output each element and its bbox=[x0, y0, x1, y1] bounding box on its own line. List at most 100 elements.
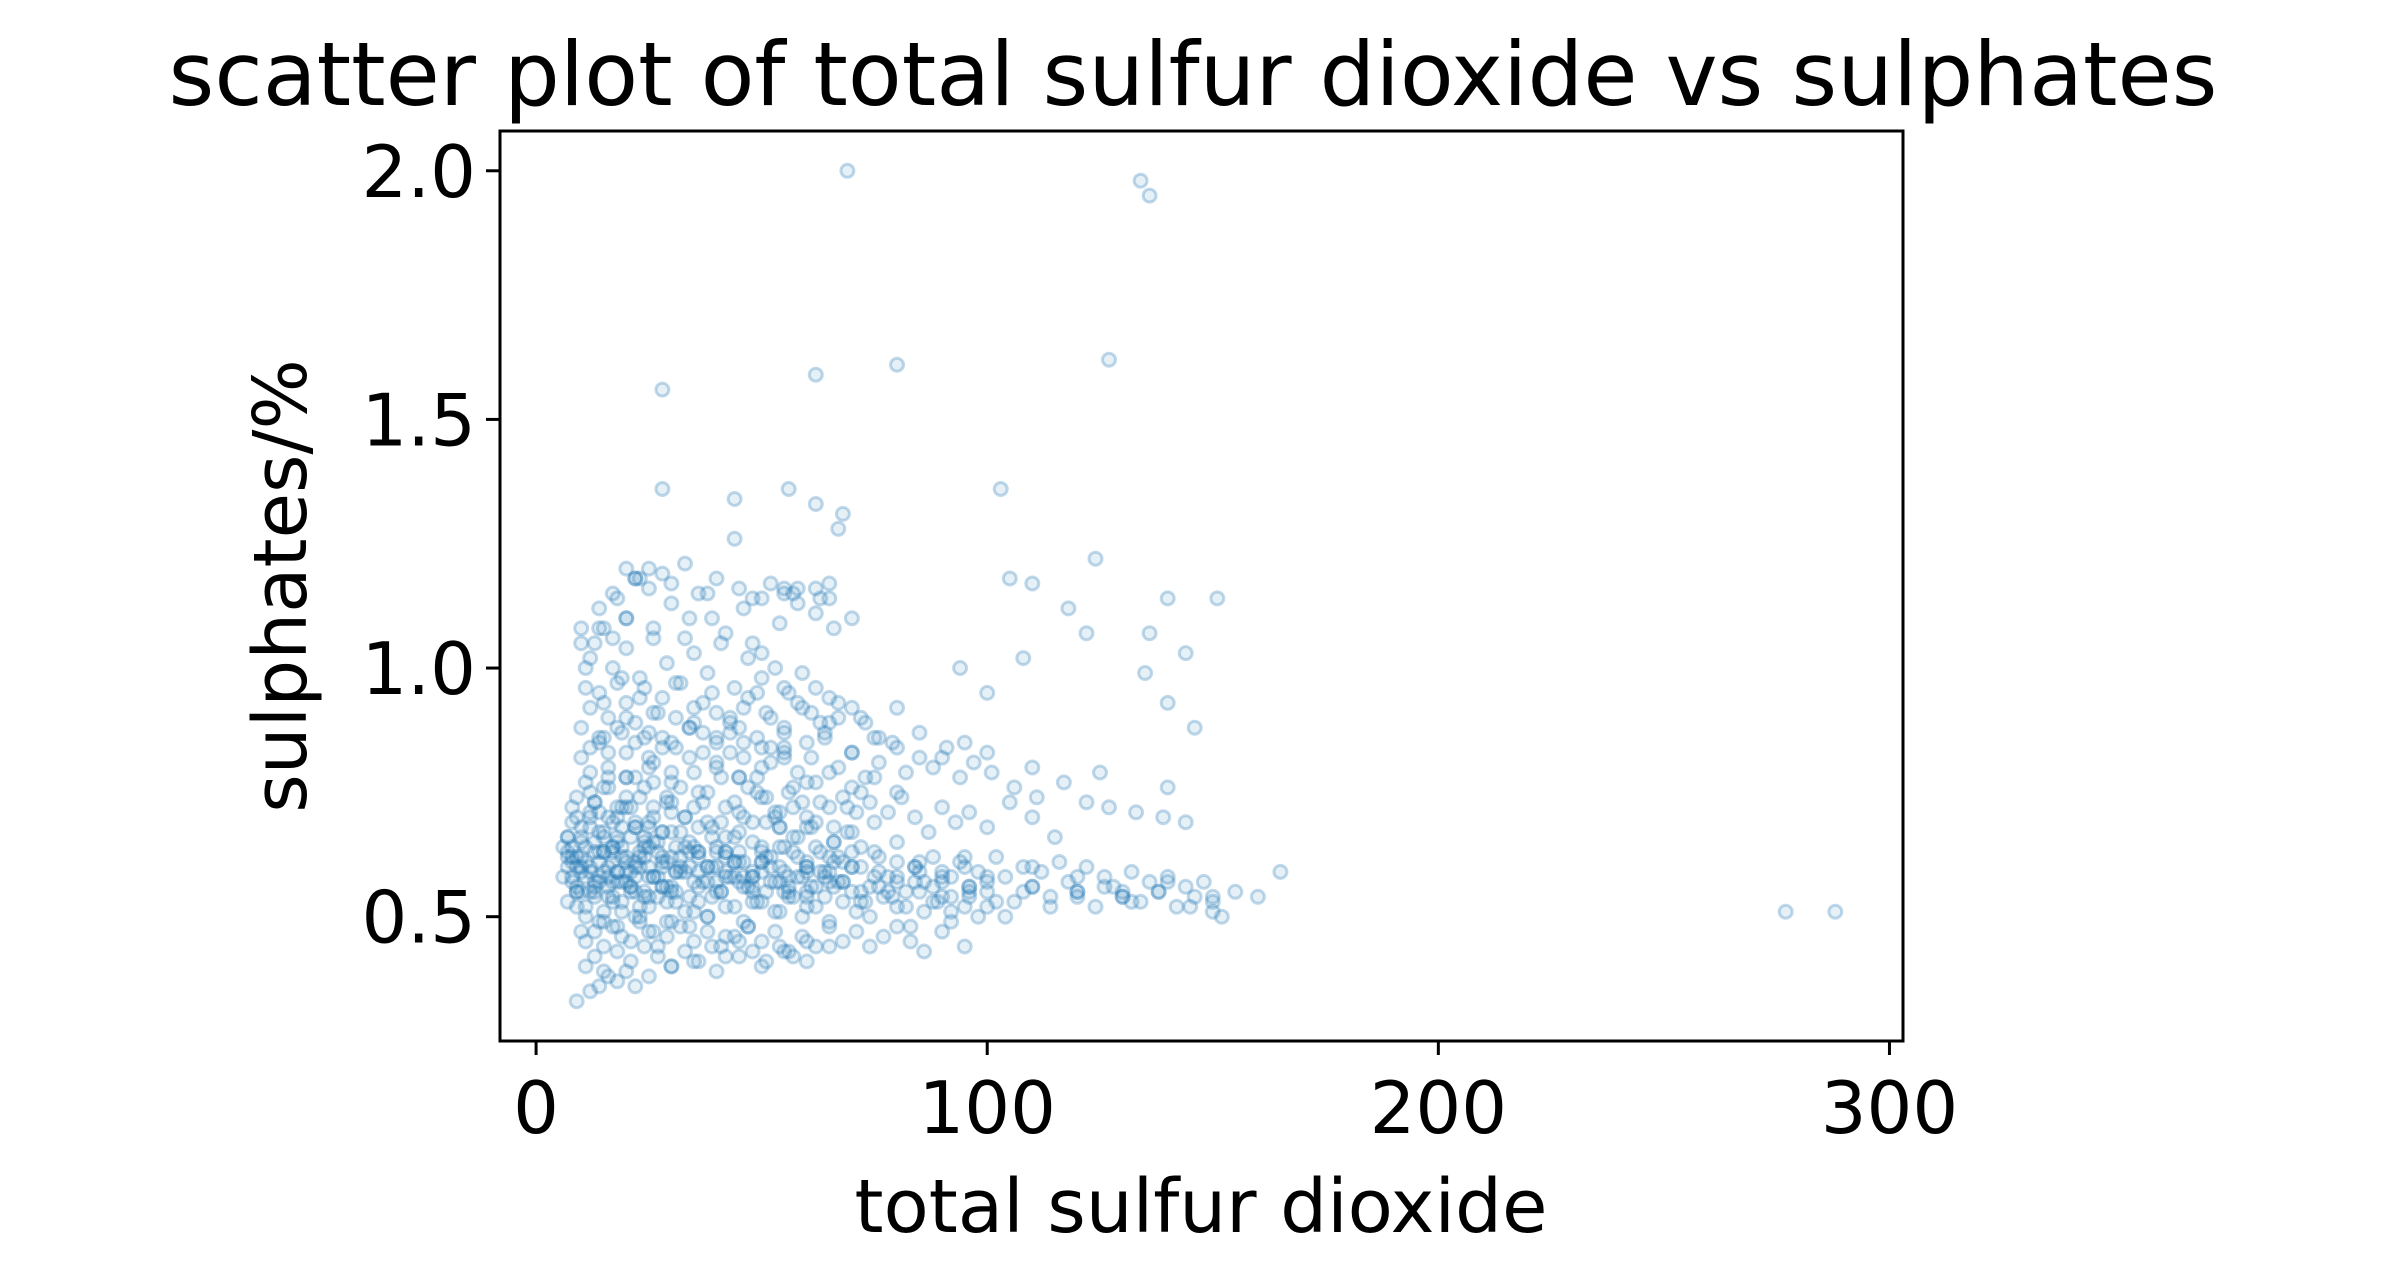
scatter-point bbox=[717, 829, 734, 846]
scatter-point bbox=[861, 938, 878, 955]
scatter-point bbox=[582, 809, 599, 826]
scatter-point bbox=[1087, 898, 1104, 915]
scatter-point bbox=[640, 923, 657, 940]
scatter-point bbox=[780, 868, 797, 885]
scatter-point bbox=[907, 859, 923, 875]
scatter-point bbox=[1028, 789, 1045, 806]
scatter-point bbox=[577, 933, 594, 950]
scatter-point bbox=[767, 804, 784, 821]
scatter-point bbox=[956, 859, 973, 875]
scatter-point bbox=[821, 938, 838, 955]
scatter-point bbox=[699, 908, 716, 925]
scatter-point bbox=[753, 854, 770, 870]
scatter-point bbox=[613, 903, 630, 920]
scatter-point bbox=[1092, 764, 1108, 781]
scatter-point bbox=[789, 580, 806, 597]
scatter-point bbox=[902, 933, 919, 950]
scatter-point bbox=[830, 849, 847, 865]
scatter-point bbox=[812, 863, 829, 880]
scatter-point bbox=[577, 898, 594, 915]
scatter-point bbox=[798, 953, 815, 970]
scatter-point bbox=[704, 829, 720, 846]
scatter-point bbox=[595, 913, 612, 930]
scatter-point bbox=[1087, 550, 1104, 567]
scatter-point bbox=[627, 769, 644, 786]
scatter-point bbox=[740, 918, 757, 935]
scatter-point bbox=[889, 873, 905, 890]
scatter-point bbox=[1186, 888, 1203, 905]
scatter-point bbox=[852, 893, 869, 910]
scatter-point bbox=[690, 819, 707, 836]
scatter-point bbox=[889, 699, 905, 716]
scatter-point bbox=[704, 938, 720, 955]
scatter-point bbox=[1024, 809, 1041, 826]
scatter-point bbox=[907, 859, 923, 875]
scatter-point bbox=[591, 729, 608, 746]
scatter-point bbox=[672, 824, 689, 841]
scatter-point bbox=[636, 883, 653, 900]
scatter-point bbox=[649, 704, 666, 721]
scatter-point bbox=[956, 734, 973, 751]
scatter-point bbox=[807, 938, 824, 955]
scatter-point bbox=[825, 819, 842, 836]
scatter-point bbox=[568, 883, 585, 900]
scatter-point bbox=[613, 928, 630, 945]
scatter-point bbox=[1006, 779, 1023, 796]
scatter-point bbox=[636, 779, 653, 796]
scatter-point bbox=[731, 844, 748, 860]
scatter-point bbox=[749, 784, 766, 801]
scatter-point bbox=[663, 595, 680, 612]
scatter-point bbox=[1015, 859, 1032, 875]
scatter-point bbox=[618, 789, 635, 806]
scatter-point bbox=[713, 769, 730, 786]
scatter-point bbox=[979, 873, 996, 890]
scatter-point bbox=[1141, 187, 1158, 204]
scatter-point bbox=[627, 819, 644, 836]
scatter-point bbox=[559, 829, 576, 846]
scatter-point bbox=[830, 694, 847, 711]
scatter-point bbox=[740, 650, 757, 667]
scatter-point bbox=[591, 913, 608, 930]
scatter-point bbox=[852, 709, 869, 726]
scatter-point bbox=[735, 868, 752, 885]
scatter-point bbox=[609, 799, 626, 816]
scatter-point bbox=[1069, 868, 1086, 885]
scatter-point bbox=[631, 570, 648, 587]
scatter-point bbox=[699, 859, 716, 875]
scatter-point bbox=[1227, 883, 1244, 900]
scatter-point bbox=[744, 834, 761, 851]
scatter-point bbox=[1159, 873, 1176, 890]
scatter-point bbox=[686, 953, 702, 970]
scatter-point bbox=[622, 799, 639, 816]
scatter-point bbox=[753, 590, 770, 607]
scatter-point bbox=[640, 814, 657, 831]
scatter-point bbox=[686, 873, 702, 890]
scatter-point bbox=[600, 868, 617, 885]
scatter-point bbox=[857, 893, 874, 910]
scatter-point bbox=[861, 908, 878, 925]
scatter-point bbox=[735, 749, 752, 766]
scatter-point bbox=[749, 684, 766, 701]
scatter-point bbox=[983, 764, 1000, 781]
scatter-point bbox=[821, 714, 838, 731]
scatter-point bbox=[771, 819, 788, 836]
scatter-point bbox=[699, 585, 716, 602]
scatter-point bbox=[708, 759, 725, 776]
scatter-point bbox=[595, 694, 612, 711]
scatter-point bbox=[731, 854, 748, 870]
scatter-point bbox=[911, 883, 928, 900]
scatter-point bbox=[1128, 804, 1145, 821]
scatter-point bbox=[699, 814, 716, 831]
scatter-point bbox=[934, 749, 951, 766]
scatter-point bbox=[722, 724, 739, 741]
scatter-point bbox=[654, 854, 671, 870]
scatter-point bbox=[889, 868, 905, 885]
scatter-point bbox=[627, 868, 644, 885]
scatter-point bbox=[821, 918, 838, 935]
scatter-point bbox=[604, 854, 621, 870]
scatter-point bbox=[573, 620, 590, 637]
scatter-point bbox=[956, 938, 973, 955]
scatter-point bbox=[582, 650, 599, 667]
scatter-point bbox=[1168, 898, 1185, 915]
scatter-point bbox=[618, 854, 635, 870]
